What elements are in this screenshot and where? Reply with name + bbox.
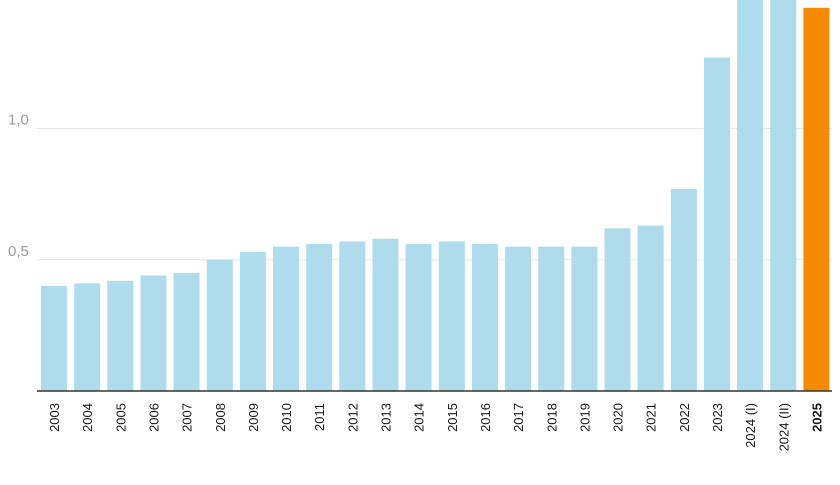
bar-2012 [339, 241, 366, 391]
bar-2014 [405, 244, 432, 391]
x-tick-label: 2011 [312, 403, 327, 431]
bar-2017 [505, 246, 532, 391]
x-tick-label: 2016 [478, 403, 493, 432]
x-tick-label: 2025 [809, 403, 824, 432]
x-tick-label: 2012 [345, 403, 360, 432]
x-tick-label: 2006 [146, 403, 161, 432]
bar-2024-II [770, 0, 797, 392]
bar-2024-I [737, 0, 764, 391]
x-tick-label: 2004 [80, 403, 95, 432]
x-tick-label: 2020 [611, 403, 626, 432]
x-tick-label: 2007 [180, 403, 195, 432]
bar-2022 [670, 188, 697, 391]
bar-2011 [306, 244, 333, 391]
x-tick-label: 2017 [511, 403, 526, 432]
bar-2019 [571, 246, 598, 391]
x-tick-label: 2019 [577, 403, 592, 432]
y-tick-label: 0,5 [8, 243, 29, 260]
bar-2005 [107, 280, 134, 392]
bar-2025 [803, 7, 830, 392]
x-tick-label: 2003 [47, 403, 62, 432]
bar-2006 [140, 275, 167, 391]
bar-2023 [704, 57, 730, 391]
bar-2010 [273, 246, 299, 391]
x-tick-label: 2018 [544, 403, 559, 432]
x-tick-label: 2022 [677, 403, 692, 432]
bar-2020 [604, 228, 631, 392]
x-tick-label: 2005 [113, 403, 128, 432]
bar-2009 [239, 251, 266, 391]
bar-2018 [538, 246, 565, 391]
bar-2003 [41, 286, 67, 391]
bar-2007 [173, 272, 200, 391]
bar-2004 [74, 283, 101, 391]
bar-2015 [438, 241, 465, 391]
x-tick-label: 2015 [445, 403, 460, 432]
x-tick-label: 2009 [246, 403, 261, 432]
y-tick-label: 1,0 [8, 112, 29, 129]
x-tick-label: 2021 [644, 403, 659, 432]
x-tick-label: 2010 [279, 403, 294, 432]
bar-2013 [372, 238, 399, 392]
x-tick-label: 2024 (II) [776, 403, 791, 451]
x-tick-label: 2008 [213, 403, 228, 432]
x-tick-label: 2014 [412, 403, 427, 432]
bar-2016 [471, 244, 498, 391]
x-tick-label: 2024 (I) [743, 403, 758, 448]
bar-2008 [206, 259, 233, 392]
x-tick-label: 2023 [710, 403, 725, 432]
bar-2021 [637, 225, 664, 391]
x-tick-label: 2013 [379, 403, 394, 432]
